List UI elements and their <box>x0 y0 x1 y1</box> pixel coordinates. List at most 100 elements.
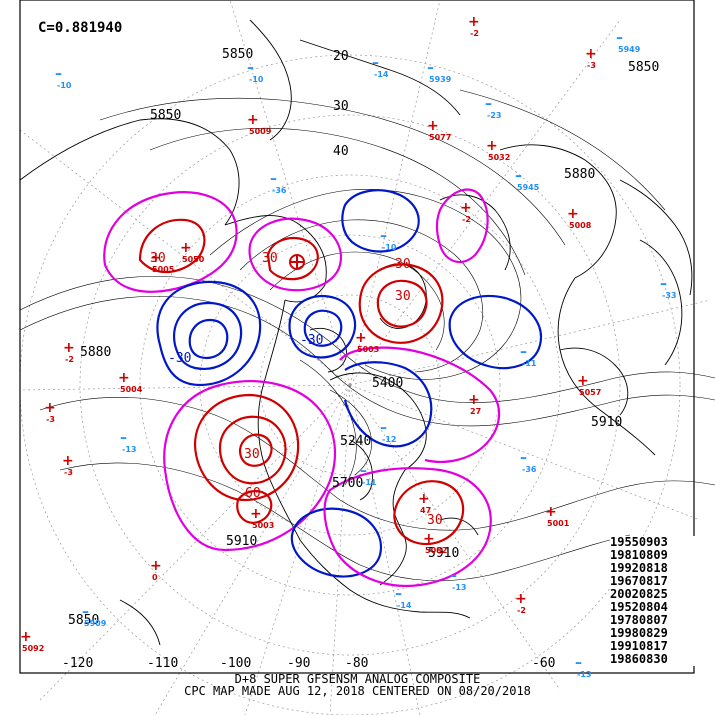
analog-date: 19550903 <box>610 535 668 549</box>
positive-station-marker: + <box>62 453 74 469</box>
latitude-label: 20 <box>333 49 349 64</box>
longitude-label: -120 <box>62 656 93 671</box>
positive-station-marker: + <box>468 392 480 408</box>
negative-station-marker: – <box>120 430 127 446</box>
negative-station-marker: – <box>247 60 254 76</box>
positive-station-value: 5077 <box>429 133 451 142</box>
height-contour-label: 5910 <box>591 415 622 430</box>
positive-station-value: 5008 <box>569 221 592 230</box>
negative-station-marker: – <box>395 586 402 602</box>
positive-station-marker: + <box>247 112 259 128</box>
height-contour-label: 5880 <box>564 167 595 182</box>
negative-station-value: 5909 <box>84 619 107 628</box>
positive-station-marker: + <box>427 118 439 134</box>
longitude-label: -90 <box>287 656 310 671</box>
correlation-label: C=0.881940 <box>36 20 125 36</box>
positive-station-marker: + <box>180 240 192 256</box>
anomaly-contour-label: 30 <box>395 257 411 272</box>
negative-station-marker: – <box>270 171 277 187</box>
positive-station-marker: + <box>118 370 130 386</box>
negative-station-value: -36 <box>272 186 287 195</box>
negative-station-value: 5939 <box>429 75 452 84</box>
analog-date: 19980829 <box>610 626 668 640</box>
footer-title: D+8 SUPER GFSENSM ANALOG COMPOSITE <box>234 672 481 686</box>
positive-station-marker: + <box>150 250 162 266</box>
negative-station-marker: – <box>372 55 379 71</box>
positive-station-marker: + <box>423 531 435 547</box>
positive-station-value: 5005 <box>152 265 175 274</box>
positive-station-value: 0 <box>152 573 158 582</box>
anomaly-contour-label: 30 <box>427 513 443 528</box>
negative-station-value: -13 <box>577 670 591 679</box>
footer-subtitle: CPC MAP MADE AUG 12, 2018 CENTERED ON 08… <box>184 684 531 698</box>
analog-date: 19780807 <box>610 613 668 627</box>
positive-station-marker: + <box>355 330 367 346</box>
negative-anomaly-gulf-alaska <box>156 280 262 387</box>
negative-station-marker: – <box>380 420 387 436</box>
positive-station-value: 5009 <box>249 127 272 136</box>
height-contour-label: 5850 <box>628 60 659 75</box>
positive-station-marker: + <box>250 506 262 522</box>
anomaly-contour-label: 30 <box>395 289 411 304</box>
positive-station-marker: + <box>486 138 498 154</box>
negative-station-marker: – <box>55 66 62 82</box>
positive-station-marker: + <box>567 206 579 222</box>
analog-date-list: 19550903 19810809 19920818 19670817 2002… <box>610 536 714 666</box>
anomaly-contour-label: 30 <box>150 251 166 266</box>
negative-station-marker: – <box>520 344 527 360</box>
longitude-label: -60 <box>532 656 555 671</box>
negative-station-value: -36 <box>522 465 537 474</box>
negative-station-marker: – <box>485 96 492 112</box>
negative-station-value: -11 <box>362 478 377 487</box>
positive-station-value: 5050 <box>182 255 205 264</box>
positive-station-value: 5004 <box>120 385 143 394</box>
negative-station-marker: – <box>360 463 367 479</box>
negative-station-value: -11 <box>522 359 537 368</box>
height-contour-label: 5910 <box>428 546 459 561</box>
positive-station-marker: + <box>460 200 472 216</box>
anomaly-contour-label: 30 <box>244 447 260 462</box>
positive-station-value: 5032 <box>488 153 510 162</box>
height-contour-label: 5400 <box>372 376 403 391</box>
negative-station-value: -10 <box>249 75 264 84</box>
positive-station-value: 5003 <box>357 345 379 354</box>
longitude-label: -80 <box>345 656 368 671</box>
negative-station-marker: – <box>450 568 457 584</box>
height-contour-label: 5240 <box>340 434 371 449</box>
coastlines <box>19 19 693 646</box>
anomaly-contour-label: -30 <box>300 333 323 348</box>
positive-station-value: 5003 <box>252 521 274 530</box>
negative-station-marker: – <box>427 60 434 76</box>
height-contour-label: 5910 <box>226 534 257 549</box>
negative-station-value: 5945 <box>517 183 540 192</box>
negative-station-value: -33 <box>662 291 676 300</box>
negative-station-value: -14 <box>374 70 389 79</box>
positive-station-value: 5082 <box>425 546 447 555</box>
negative-station-value: -12 <box>382 435 396 444</box>
positive-station-marker: + <box>44 400 56 416</box>
positive-station-value: 47 <box>420 506 431 515</box>
positive-station-value: -3 <box>46 415 55 424</box>
positive-station-value: -2 <box>462 215 471 224</box>
positive-station-value: -2 <box>470 29 479 38</box>
negative-station-value: -10 <box>57 81 72 90</box>
zero-contour-west-pacific <box>103 191 238 293</box>
negative-station-value: -14 <box>397 601 412 610</box>
height-contour-label: 5850 <box>222 47 253 62</box>
positive-station-marker: + <box>515 591 527 607</box>
height-contour-label: 5700 <box>332 476 363 491</box>
longitude-label: -110 <box>147 656 178 671</box>
positive-station-marker: + <box>577 373 589 389</box>
analog-date: 19910817 <box>610 639 668 653</box>
positive-station-marker: + <box>585 46 597 62</box>
anomaly-contour-label: 60 <box>245 486 261 501</box>
height-contour-label: 5880 <box>80 345 111 360</box>
analog-date: 19520804 <box>610 600 668 614</box>
positive-station-marker: + <box>418 491 430 507</box>
positive-station-marker: + <box>20 629 32 645</box>
map-frame <box>19 0 695 674</box>
height-contour-label: 5850 <box>150 108 181 123</box>
longitude-label: -100 <box>220 656 251 671</box>
positive-station-value: -3 <box>64 468 73 477</box>
